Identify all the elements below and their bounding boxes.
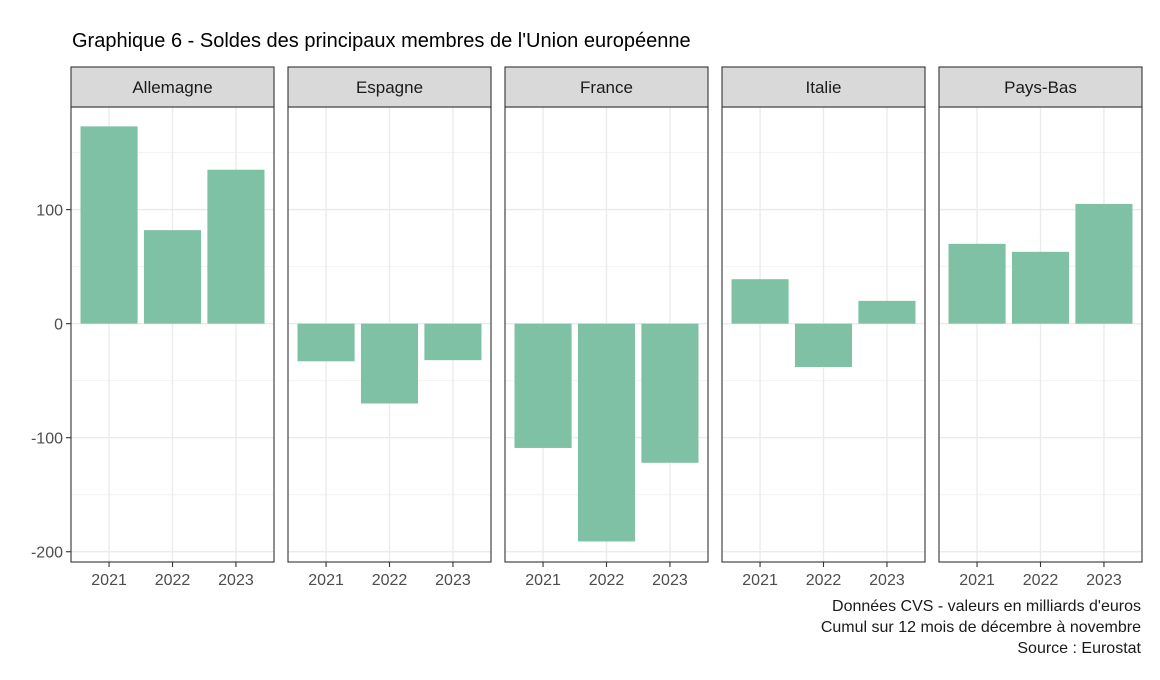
bar-allemagne-2021 (80, 126, 138, 324)
facet-strip (504, 66, 709, 108)
bar-pays-bas-2023 (1075, 203, 1133, 324)
bar-pays-bas-2021 (948, 243, 1006, 324)
chart-caption: Données CVS - valeurs en milliards d'eur… (821, 596, 1141, 659)
y-tick-label: -100 (31, 431, 63, 448)
facet-label: Italie (806, 78, 842, 97)
bar-espagne-2023 (424, 323, 482, 361)
x-tick-label: 2021 (91, 572, 127, 589)
facet-label: Pays-Bas (1004, 78, 1077, 97)
facet-strip (721, 66, 926, 108)
x-tick-label: 2023 (435, 572, 471, 589)
bar-espagne-2022 (360, 323, 419, 404)
bar-allemagne-2022 (143, 230, 202, 324)
bar-france-2023 (641, 323, 699, 463)
facet-label: France (580, 78, 633, 97)
x-tick-label: 2022 (155, 572, 191, 589)
x-tick-label: 2021 (525, 572, 561, 589)
facet-strip (938, 66, 1143, 108)
x-tick-label: 2022 (1023, 572, 1059, 589)
x-tick-label: 2022 (589, 572, 625, 589)
bar-espagne-2021 (297, 323, 355, 362)
facet-label: Espagne (356, 78, 423, 97)
x-tick-label: 2021 (308, 572, 344, 589)
bar-italie-2021 (731, 279, 789, 324)
y-tick-label: -200 (31, 545, 63, 562)
facet-strip (70, 66, 275, 108)
bar-italie-2023 (858, 300, 916, 324)
x-tick-label: 2021 (959, 572, 995, 589)
caption-line-units: Données CVS - valeurs en milliards d'eur… (832, 598, 1141, 615)
caption-line-period: Cumul sur 12 mois de décembre à novembre (820, 619, 1141, 636)
x-tick-label: 2023 (869, 572, 905, 589)
chart-title: Graphique 6 - Soldes des principaux memb… (72, 30, 691, 52)
bar-france-2021 (514, 323, 572, 448)
x-tick-label: 2023 (218, 572, 254, 589)
bar-pays-bas-2022 (1011, 251, 1070, 324)
facet-label: Allemagne (132, 78, 212, 97)
bar-allemagne-2023 (207, 169, 265, 324)
faceted-bar-chart: -200 -100 0 100 Allemagne 2021 2022 2023 Espagne… (31, 66, 1143, 589)
bar-italie-2022 (794, 323, 853, 367)
x-tick-label: 2022 (372, 572, 408, 589)
caption-line-source: Source : Eurostat (1017, 640, 1141, 657)
x-tick-label: 2022 (806, 572, 842, 589)
x-tick-label: 2021 (742, 572, 778, 589)
x-tick-label: 2023 (652, 572, 688, 589)
facet-strip (287, 66, 492, 108)
y-tick-label: 0 (54, 317, 63, 334)
y-tick-label: 100 (36, 203, 63, 220)
bar-france-2022 (577, 323, 636, 542)
x-tick-label: 2023 (1086, 572, 1122, 589)
